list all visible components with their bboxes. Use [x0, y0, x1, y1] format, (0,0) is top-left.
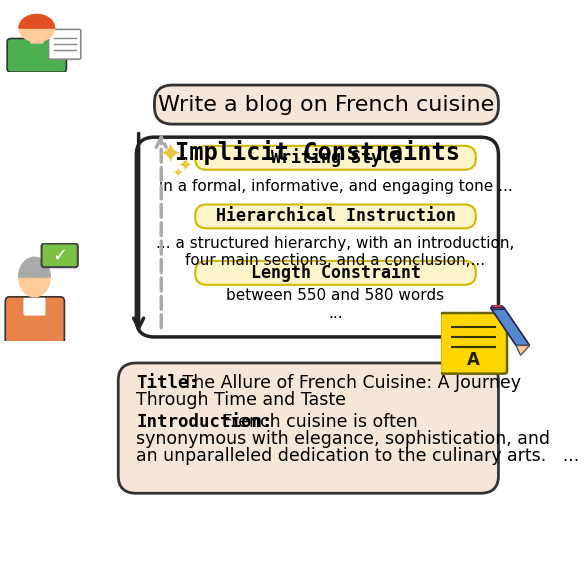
FancyBboxPatch shape [136, 137, 499, 337]
FancyBboxPatch shape [5, 297, 64, 344]
Text: Hierarchical Instruction: Hierarchical Instruction [215, 208, 456, 226]
Text: in a formal, informative, and engaging tone ...: in a formal, informative, and engaging t… [159, 179, 512, 194]
Text: Through Time and Taste: Through Time and Taste [136, 391, 346, 409]
Text: ✦: ✦ [178, 158, 193, 176]
Polygon shape [491, 308, 530, 345]
Text: ✓: ✓ [52, 246, 67, 265]
Text: an unparalleled dedication to the culinary arts.   ...: an unparalleled dedication to the culina… [136, 447, 579, 465]
FancyBboxPatch shape [7, 38, 67, 72]
Circle shape [19, 257, 50, 297]
FancyBboxPatch shape [23, 298, 46, 316]
Text: Title:: Title: [136, 373, 199, 391]
Polygon shape [491, 305, 505, 308]
FancyBboxPatch shape [41, 244, 78, 267]
Text: Writing Style: Writing Style [270, 148, 401, 168]
Text: Implicit Constraints: Implicit Constraints [175, 140, 460, 165]
Text: ✦: ✦ [173, 167, 183, 180]
Text: between 550 and 580 words
...: between 550 and 580 words ... [227, 288, 444, 320]
Text: French cuisine is often: French cuisine is often [217, 413, 418, 431]
FancyBboxPatch shape [195, 146, 476, 170]
Text: synonymous with elegance, sophistication, and: synonymous with elegance, sophistication… [136, 430, 550, 448]
FancyBboxPatch shape [195, 205, 476, 228]
FancyBboxPatch shape [48, 29, 81, 59]
FancyBboxPatch shape [195, 261, 476, 285]
Wedge shape [19, 15, 54, 28]
Text: Introduction:: Introduction: [136, 413, 273, 431]
FancyBboxPatch shape [118, 363, 499, 494]
Polygon shape [491, 308, 505, 310]
Circle shape [19, 15, 54, 42]
Text: Write a blog on French cuisine: Write a blog on French cuisine [158, 95, 495, 114]
Polygon shape [516, 345, 530, 355]
Wedge shape [19, 257, 50, 277]
FancyBboxPatch shape [154, 85, 499, 124]
Text: The Allure of French Cuisine: A Journey: The Allure of French Cuisine: A Journey [177, 373, 521, 391]
FancyBboxPatch shape [30, 36, 44, 43]
Text: ✦: ✦ [159, 140, 182, 169]
Text: Length Constraint: Length Constraint [251, 263, 420, 283]
FancyBboxPatch shape [440, 313, 507, 374]
Text: A: A [467, 351, 480, 368]
Text: ... a structured hierarchy, with an introduction,
four main sections, and a conc: ... a structured hierarchy, with an intr… [157, 236, 515, 268]
